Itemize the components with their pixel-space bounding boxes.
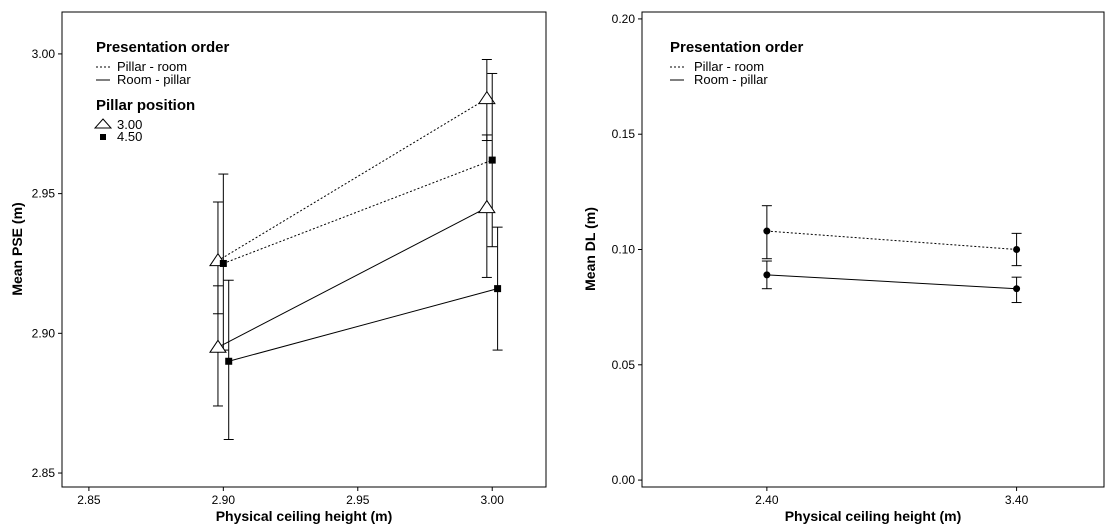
left-x-tick-label: 3.00 xyxy=(481,493,505,507)
right-legend-order-2: Room - pillar xyxy=(694,72,768,87)
right-legend-order-title: Presentation order xyxy=(670,39,804,56)
left-x-axis-title: Physical ceiling height (m) xyxy=(216,508,393,524)
left-series-line xyxy=(217,98,488,262)
right-legend: Presentation order Pillar - room Room - … xyxy=(670,39,804,87)
left-point-square xyxy=(225,357,233,365)
right-point-circle xyxy=(763,271,771,279)
left-point-triangle xyxy=(477,199,496,214)
left-series-line xyxy=(223,159,493,264)
right-point-circle xyxy=(1013,246,1021,253)
left-point-triangle xyxy=(209,339,227,353)
left-legend: Presentation order Pillar - room Room - … xyxy=(93,39,230,144)
right-y-tick-label: 0.15 xyxy=(612,127,636,141)
left-series-line xyxy=(217,207,488,348)
right-legend-order-1: Pillar - room xyxy=(694,59,764,74)
right-y-tick-label: 0.20 xyxy=(612,12,636,26)
left-y-tick-label: 2.95 xyxy=(32,187,56,201)
left-x-tick-label: 2.95 xyxy=(346,493,370,507)
right-axes: 2.40 3.40 0.00 0.05 0.10 0.15 0.20 xyxy=(612,12,1029,507)
left-point-square xyxy=(488,156,496,164)
left-x-tick-label: 2.90 xyxy=(212,493,236,507)
right-series-line xyxy=(766,274,1017,290)
left-y-axis-title: Mean PSE (m) xyxy=(9,202,25,295)
left-legend-position-title: Pillar position xyxy=(96,97,195,114)
right-point-circle xyxy=(763,227,771,235)
left-y-tick-label: 2.85 xyxy=(32,466,56,480)
left-legend-triangle-icon xyxy=(93,118,113,129)
left-legend-position-2: 4.50 xyxy=(117,129,142,144)
left-x-tick-label: 2.85 xyxy=(77,493,101,507)
right-y-axis-title: Mean DL (m) xyxy=(582,207,598,291)
left-point-square xyxy=(494,285,502,293)
left-series-line xyxy=(228,288,498,362)
right-point-circle xyxy=(1013,285,1021,293)
right-y-tick-label: 0.10 xyxy=(612,243,636,257)
left-legend-position-1: 3.00 xyxy=(117,117,142,132)
right-series xyxy=(761,205,1022,304)
left-series xyxy=(209,59,503,440)
left-legend-square-icon xyxy=(100,134,106,140)
right-x-tick-label: 3.40 xyxy=(1005,493,1029,507)
left-plot-frame xyxy=(61,11,547,488)
left-legend-order-2: Room - pillar xyxy=(117,72,191,87)
right-x-tick-label: 2.40 xyxy=(755,493,779,507)
right-y-tick-label: 0.05 xyxy=(612,358,636,372)
right-y-tick-label: 0.00 xyxy=(612,473,636,487)
left-panel: 2.85 2.90 2.95 3.00 2.85 2.90 2.95 3.00 Physica… xyxy=(9,11,547,524)
left-y-tick-label: 3.00 xyxy=(32,47,56,61)
left-legend-order-1: Pillar - room xyxy=(117,59,187,74)
right-x-axis-title: Physical ceiling height (m) xyxy=(785,508,962,524)
left-point-square xyxy=(219,259,227,267)
right-panel: 2.40 3.40 0.00 0.05 0.10 0.15 0.20 Physical ce… xyxy=(582,11,1105,524)
left-axes: 2.85 2.90 2.95 3.00 2.85 2.90 2.95 3.00 xyxy=(32,47,505,507)
left-y-tick-label: 2.90 xyxy=(32,326,56,340)
left-legend-order-title: Presentation order xyxy=(96,39,230,56)
right-series-line xyxy=(766,230,1017,250)
left-point-triangle xyxy=(477,90,496,105)
